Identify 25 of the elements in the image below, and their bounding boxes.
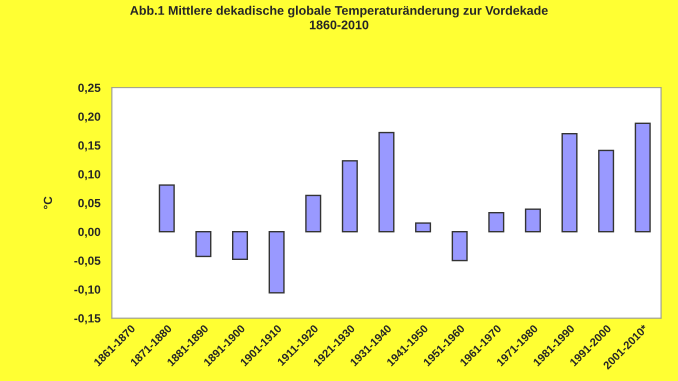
bar [232, 231, 248, 260]
bar [415, 222, 432, 232]
bar [562, 133, 578, 232]
y-tick-label: 0,25 [78, 84, 100, 94]
bar [598, 150, 614, 232]
bar [488, 212, 504, 232]
bar [342, 160, 358, 232]
bar [305, 194, 322, 232]
bar [268, 231, 285, 294]
bar [378, 132, 394, 232]
y-tick-label: 0,05 [78, 198, 100, 209]
bar [158, 184, 175, 232]
y-tick-label: 0,10 [78, 170, 100, 180]
y-tick-label: -0,15 [74, 314, 100, 324]
y-axis-title: °C [44, 196, 52, 209]
chart-title: Abb.1 Mittlere dekadische globale Temperaturänderung zur Vordekade 1860-2010 [130, 6, 548, 30]
y-tick-label: -0,05 [74, 256, 100, 267]
y-tick-label: 0,15 [78, 141, 100, 152]
bar [524, 208, 541, 232]
bar [634, 122, 651, 232]
y-tick-label: 0,20 [78, 112, 100, 123]
bar [452, 231, 468, 262]
y-tick-label: 0,00 [78, 228, 100, 238]
bar [195, 231, 212, 258]
y-tick-label: -0,10 [74, 285, 100, 296]
